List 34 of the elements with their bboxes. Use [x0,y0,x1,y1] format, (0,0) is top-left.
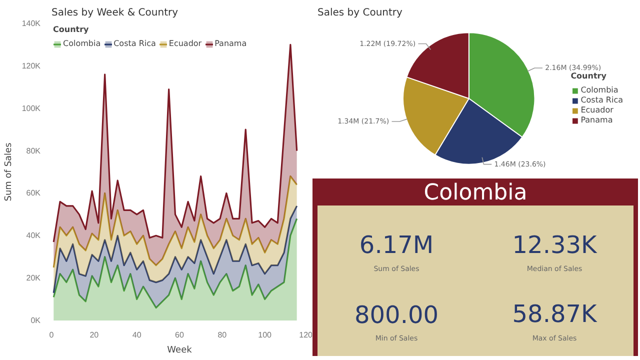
legend-label: Costa Rica [114,39,156,48]
y-axis-title: Sum of Sales [4,142,14,202]
text: 58.87K [512,300,598,328]
y-tick-label: 0K [30,316,42,325]
legend-title: Country [570,72,608,80]
text: 6.17M [359,230,434,259]
chart-title: Sales by Country [318,8,403,18]
legend-title: Country [53,25,90,34]
x-axis-title: Week [167,346,193,356]
x-tick-label: 40 [132,330,142,340]
legend-label: Panama [580,116,613,124]
x-tick-label: 60 [175,330,184,340]
text: Colombia [424,180,528,206]
y-tick-label: 140K [22,19,42,28]
x-tick-label: 20 [90,330,100,340]
y-tick-label: 40K [26,231,42,240]
y-tick-label: 80K [26,146,42,156]
text: 800.00 [354,301,438,330]
legend-label: Colombia [580,86,618,94]
y-tick-label: 120K [22,61,42,70]
chart-title: Sales by Week & Country [52,8,178,18]
y-tick-label: 20K [26,274,42,283]
x-tick-label: 80 [218,330,228,340]
y-tick-label: 100K [22,104,42,113]
x-tick-label: 0 [49,330,54,340]
legend-label: Costa Rica [580,96,623,104]
legend-label: Colombia [63,39,101,48]
legend-label: Panama [214,39,247,48]
legend-label: Ecuador [580,106,614,114]
x-tick-label: 100 [258,330,272,340]
text: 12.33K [512,230,598,259]
y-tick-label: 60K [26,188,42,198]
x-tick-label: 120 [299,330,314,340]
legend-label: Ecuador [168,39,202,48]
